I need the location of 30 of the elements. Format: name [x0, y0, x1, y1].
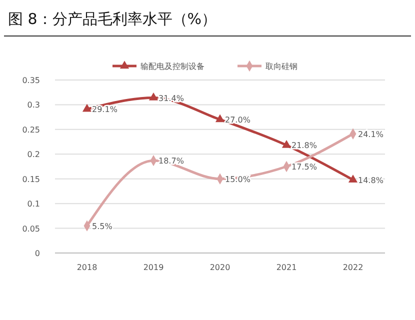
data-label: 27.0%	[225, 116, 251, 125]
y-tick-label: 0.1	[27, 200, 40, 209]
point	[148, 92, 158, 100]
x-tick-label: 2021	[276, 263, 297, 272]
data-label: 24.1%	[358, 130, 384, 139]
y-tick-label: 0.3	[27, 100, 40, 110]
data-label: 17.5%	[292, 162, 318, 172]
data-label: 21.8%	[292, 141, 318, 150]
chart-title: 图 8：分产品毛利率水平（%）	[8, 10, 217, 28]
data-label: 15.0%	[225, 174, 251, 184]
y-tick-label: 0.2	[27, 150, 40, 160]
y-tick-label: 0.05	[22, 224, 40, 234]
legend-label: 输配电及控制设备	[140, 62, 204, 71]
point	[215, 114, 225, 122]
y-tick-label: 0.25	[22, 125, 40, 134]
x-tick-label: 2020	[210, 263, 230, 272]
data-label: 5.5%	[92, 222, 113, 231]
y-tick-label: 0.35	[22, 76, 40, 85]
y-tick-label: 0.15	[22, 174, 40, 184]
data-label: 29.1%	[92, 105, 118, 114]
data-label: 14.8%	[358, 176, 384, 185]
point	[282, 140, 292, 148]
y-tick-label: 0	[34, 249, 40, 258]
legend-label: 取向硅钢	[266, 62, 298, 71]
point	[348, 174, 358, 182]
x-tick-label: 2022	[342, 263, 364, 272]
data-label: 18.7%	[158, 156, 184, 166]
x-tick-label: 2018	[76, 263, 98, 272]
point	[82, 104, 92, 112]
x-tick-label: 2019	[143, 263, 164, 272]
